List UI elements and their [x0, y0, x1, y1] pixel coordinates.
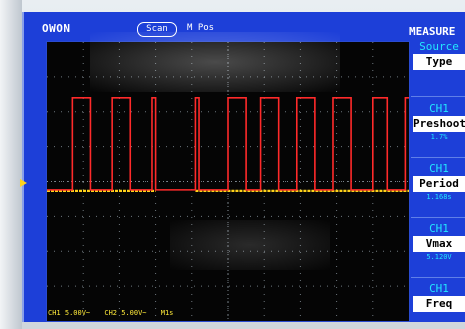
- channel-status-bar: CH1 5.00V~ CH2 5.00V~ M1s: [48, 309, 408, 317]
- menu-box-vmax[interactable]: Vmax: [413, 236, 465, 252]
- menu-box-freq[interactable]: Freq: [413, 296, 465, 312]
- menu-divider: [411, 277, 465, 278]
- menu-box-preshoot[interactable]: Preshoot: [413, 116, 465, 132]
- menu-item-freq[interactable]: CH1 Freq: [411, 282, 465, 312]
- menu-head-ch1: CH1: [429, 102, 449, 115]
- menu-item-preshoot[interactable]: CH1 Preshoot 1.7%: [411, 102, 465, 142]
- trigger-position-label: M Pos: [187, 23, 215, 33]
- waveform-canvas: [47, 42, 409, 321]
- menu-value-period: 1.168s: [426, 193, 452, 201]
- menu-item-vmax[interactable]: CH1 Vmax 5.120V: [411, 222, 465, 262]
- menu-box-type[interactable]: Type: [413, 54, 465, 70]
- brand-logo: OWON: [42, 22, 71, 35]
- menu-title: MEASURE: [409, 25, 456, 38]
- menu-item-source[interactable]: Source Type: [411, 40, 465, 70]
- measure-menu: Source Type CH1 Preshoot 1.7% CH1 Period…: [411, 40, 465, 322]
- ch1-scale: CH1 5.00V~: [48, 309, 91, 317]
- menu-head-source: Source: [419, 40, 459, 53]
- waveform-display: [46, 41, 410, 322]
- menu-divider: [411, 217, 465, 218]
- acquire-mode-badge[interactable]: Scan: [137, 22, 177, 37]
- menu-divider: [411, 96, 465, 97]
- timebase: M1s: [160, 309, 174, 317]
- menu-divider: [411, 157, 465, 158]
- menu-item-period[interactable]: CH1 Period 1.168s: [411, 162, 465, 202]
- menu-head-ch1: CH1: [429, 222, 449, 235]
- ch1-level-marker-icon[interactable]: [20, 179, 27, 187]
- oscilloscope-screen: OWON Scan M Pos MEASURE Source Type CH1 …: [22, 12, 465, 322]
- menu-box-period[interactable]: Period: [413, 176, 465, 192]
- menu-value-vmax: 5.120V: [426, 253, 452, 261]
- menu-head-ch1: CH1: [429, 282, 449, 295]
- ch2-scale: CH2 5.00V~: [104, 309, 147, 317]
- menu-value-preshoot: 1.7%: [430, 133, 448, 141]
- device-bezel: [0, 0, 22, 329]
- top-status-bar: OWON Scan M Pos MEASURE: [24, 12, 465, 38]
- menu-head-ch1: CH1: [429, 162, 449, 175]
- ch1-trace: [47, 97, 409, 191]
